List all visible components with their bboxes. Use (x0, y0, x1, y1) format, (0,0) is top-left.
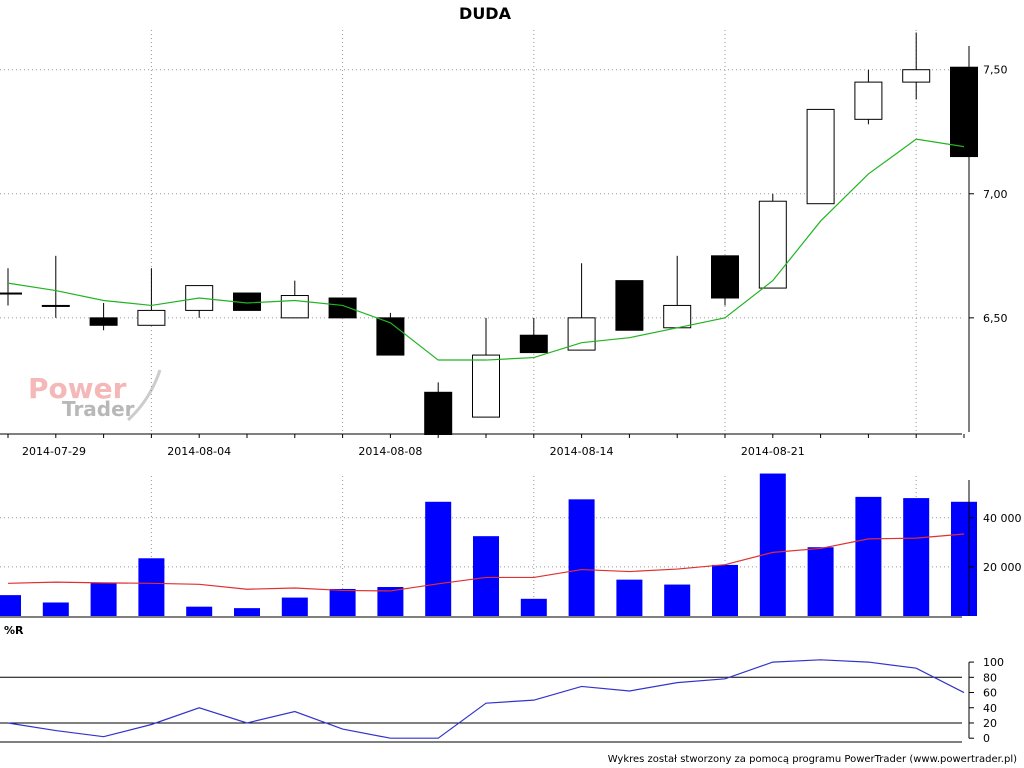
candle-body (758, 200, 787, 289)
candle-body (424, 391, 453, 435)
volume-bar (759, 473, 786, 616)
candle-body (0, 292, 22, 295)
volume-moving-average-line (7, 533, 965, 592)
candle-body (137, 309, 166, 326)
williams-r-tick-label: 80 (983, 671, 997, 684)
logo-text-trader: Trader (62, 397, 135, 421)
price-tick-label: 7,50 (983, 64, 1008, 77)
volume-bar (855, 496, 882, 616)
volume-bar (281, 597, 308, 616)
williams-r-tick-label: 100 (983, 656, 1004, 669)
candle-body (806, 108, 835, 205)
williams-r-label: %R (4, 624, 24, 637)
volume-bar (329, 588, 356, 616)
date-axis: 2014-07-29 2014-08-04 2014-08-08 2014-08-14… (0, 433, 965, 458)
volume-bar (186, 606, 213, 616)
volume-bar (616, 579, 643, 616)
volume-bar (138, 558, 165, 616)
volume-bar (90, 582, 117, 616)
williams-r-tick-label: 60 (983, 687, 997, 700)
candle-body (185, 285, 214, 311)
williams-r-axis: 0 20 40 60 80 100 (968, 656, 1004, 745)
price-axis: 6,50 7,00 7,50 (968, 46, 1008, 432)
volume-bar (903, 498, 930, 616)
date-tick-label: 2014-07-29 (22, 445, 86, 458)
volume-bar (568, 499, 595, 616)
candle-body (902, 69, 931, 83)
chart-title: DUDA (459, 4, 512, 23)
footer-bar (0, 744, 1024, 768)
volume-bar (377, 587, 404, 616)
candle-body (854, 81, 883, 120)
candle-body (89, 317, 118, 326)
logo-text-power: Power (28, 372, 127, 405)
volume-bar (664, 584, 691, 616)
volume-bar (42, 602, 69, 616)
candle-body (615, 280, 644, 331)
candle-body (41, 304, 70, 307)
volume-bar (473, 536, 499, 616)
candle-body (376, 317, 405, 356)
date-tick-label: 2014-08-08 (358, 445, 422, 458)
price-moving-average-line (7, 138, 965, 361)
volume-axis: 20 000 40 000 (968, 480, 1022, 616)
price-plot (0, 32, 978, 435)
candle-body (519, 334, 548, 354)
volume-tick-label: 20 000 (983, 561, 1022, 574)
logo-swoosh-icon (126, 369, 162, 422)
williams-r-tick-label: 40 (983, 702, 997, 715)
candle-body (950, 66, 978, 158)
date-tick-label: 2014-08-14 (550, 445, 614, 458)
candle-body (328, 297, 357, 319)
volume-tick-label: 40 000 (983, 512, 1022, 525)
candle-body (472, 354, 500, 418)
candle-body (711, 255, 739, 299)
williams-r-tick-label: 0 (983, 732, 990, 745)
volume-bar (807, 547, 834, 616)
powertrader-logo: Power Trader (28, 369, 162, 422)
williams-r-plot (0, 659, 965, 743)
volume-bar (712, 564, 738, 616)
volume-bar (425, 501, 452, 616)
volume-bar (234, 608, 260, 616)
date-tick-label: 2014-08-04 (167, 445, 231, 458)
williams-r-tick-label: 20 (983, 717, 997, 730)
date-tick-label: 2014-08-21 (741, 445, 805, 458)
candle-body (663, 304, 692, 329)
candle-body (567, 317, 596, 351)
candle-body (280, 295, 309, 319)
price-tick-label: 6,50 (983, 312, 1008, 325)
price-tick-label: 7,00 (983, 188, 1008, 201)
footer-credit: Wykres został stworzony za pomocą progra… (608, 754, 1017, 765)
volume-plot (0, 473, 977, 618)
volume-bar (520, 598, 547, 616)
volume-bar (951, 501, 977, 616)
williams-r-line (7, 659, 965, 739)
volume-bar (0, 595, 21, 616)
